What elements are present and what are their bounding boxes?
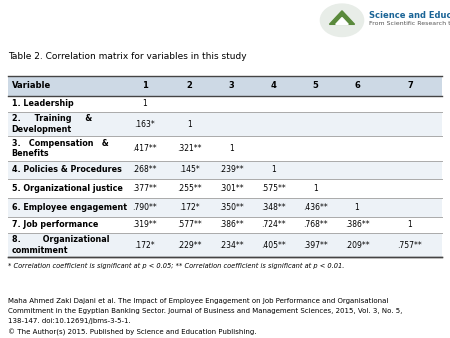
Text: Commitment in the Egyptian Banking Sector. Journal of Business and Management Sc: Commitment in the Egyptian Banking Secto…	[8, 308, 402, 314]
Text: 1: 1	[142, 81, 148, 90]
Text: .350**: .350**	[219, 203, 244, 212]
Polygon shape	[329, 11, 355, 24]
Text: 5. Organizational justice: 5. Organizational justice	[12, 184, 122, 193]
Text: .757**: .757**	[398, 241, 422, 249]
Text: .386**: .386**	[345, 220, 369, 229]
Text: .768**: .768**	[303, 220, 328, 229]
Text: 8.        Organizational
commitment: 8. Organizational commitment	[12, 235, 109, 255]
Text: 6. Employee engagement: 6. Employee engagement	[12, 203, 127, 212]
Text: .377**: .377**	[132, 184, 157, 193]
Text: .577**: .577**	[177, 220, 202, 229]
Text: .209**: .209**	[345, 241, 369, 249]
Text: .319**: .319**	[132, 220, 157, 229]
Text: 1: 1	[271, 165, 276, 174]
Text: .397**: .397**	[303, 241, 328, 249]
Text: 1: 1	[187, 120, 192, 128]
Text: Maha Ahmed Zaki Dajani et al. The Impact of Employee Engagement on Job Performan: Maha Ahmed Zaki Dajani et al. The Impact…	[8, 298, 388, 304]
Bar	[8, 179, 442, 198]
Text: .348**: .348**	[261, 203, 286, 212]
Text: 1. Leadership: 1. Leadership	[12, 99, 73, 108]
Circle shape	[320, 4, 364, 37]
Text: 2: 2	[187, 81, 193, 90]
Text: 1: 1	[355, 203, 360, 212]
Text: .268**: .268**	[132, 165, 157, 174]
Text: .239**: .239**	[219, 165, 244, 174]
Text: .405**: .405**	[261, 241, 286, 249]
Bar	[8, 112, 442, 136]
Text: 1: 1	[229, 144, 234, 153]
Text: Table 2. Correlation matrix for variables in this study: Table 2. Correlation matrix for variable…	[8, 52, 247, 61]
Text: * Correlation coefficient is significant at p < 0.05; ** Correlation coefficient: * Correlation coefficient is significant…	[8, 263, 345, 269]
Text: 6: 6	[354, 81, 360, 90]
Bar	[8, 217, 442, 233]
Text: .301**: .301**	[219, 184, 244, 193]
Text: Variable: Variable	[12, 81, 51, 90]
Bar	[8, 161, 442, 179]
Polygon shape	[336, 18, 348, 24]
Text: Science and Education Publishing: Science and Education Publishing	[369, 11, 450, 20]
Text: 138-147. doi:10.12691/jbms-3-5-1.: 138-147. doi:10.12691/jbms-3-5-1.	[8, 318, 131, 324]
Text: 7: 7	[407, 81, 413, 90]
Text: 7. Job performance: 7. Job performance	[12, 220, 98, 229]
Text: .163*: .163*	[134, 120, 155, 128]
Text: .790**: .790**	[132, 203, 157, 212]
Text: 5: 5	[312, 81, 318, 90]
Text: .229**: .229**	[177, 241, 202, 249]
Bar	[8, 233, 442, 257]
Text: .575**: .575**	[261, 184, 286, 193]
Text: .724**: .724**	[261, 220, 286, 229]
Text: 1: 1	[313, 184, 318, 193]
Text: .172*: .172*	[180, 203, 200, 212]
Bar	[8, 198, 442, 217]
Text: From Scientific Research to Knowledge: From Scientific Research to Knowledge	[369, 21, 450, 26]
Text: .234**: .234**	[219, 241, 244, 249]
Text: 3: 3	[229, 81, 234, 90]
Text: 1: 1	[408, 220, 412, 229]
Text: 4. Policies & Procedures: 4. Policies & Procedures	[12, 165, 122, 174]
Text: .255**: .255**	[177, 184, 202, 193]
Text: 3.   Compensation   &
Benefits: 3. Compensation & Benefits	[12, 139, 108, 158]
Text: © The Author(s) 2015. Published by Science and Education Publishing.: © The Author(s) 2015. Published by Scien…	[8, 329, 256, 336]
Text: .145*: .145*	[179, 165, 200, 174]
Bar	[8, 76, 442, 96]
Text: 2.     Training     &
Development: 2. Training & Development	[12, 114, 92, 134]
Text: .436**: .436**	[303, 203, 328, 212]
Bar	[8, 136, 442, 161]
Bar	[8, 96, 442, 112]
Text: .386**: .386**	[219, 220, 244, 229]
Text: 4: 4	[270, 81, 276, 90]
Text: .172*: .172*	[135, 241, 155, 249]
Text: .321**: .321**	[177, 144, 202, 153]
Text: .417**: .417**	[132, 144, 157, 153]
Text: 1: 1	[142, 99, 147, 108]
